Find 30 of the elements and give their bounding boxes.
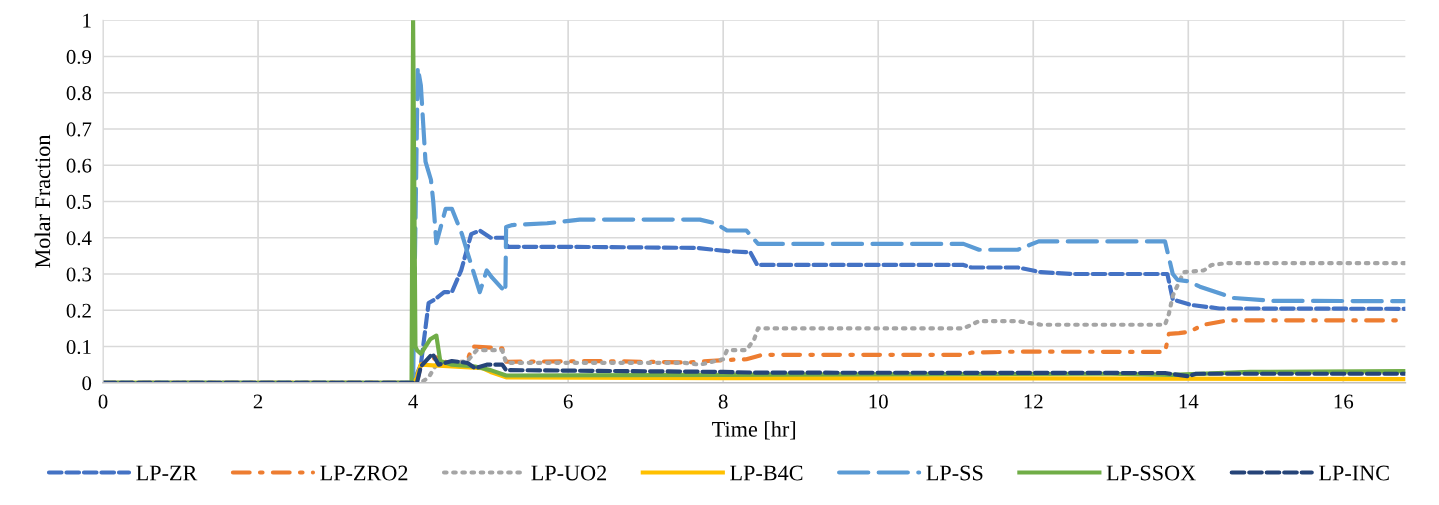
y-tick-label: 0.3 [66, 267, 92, 282]
y-tick-label: 0.7 [66, 122, 92, 137]
legend-label: LP-SS [926, 465, 983, 481]
y-tick-label: 1 [83, 13, 91, 28]
x-tick-label: 14 [1179, 394, 1199, 409]
x-tick-label: 12 [1024, 394, 1043, 409]
y-tick-label: 0.2 [66, 303, 91, 318]
legend-label: LP-B4C [730, 465, 803, 481]
y-tick-label: 0.1 [66, 339, 91, 355]
legend-label: LP-ZRO2 [320, 465, 408, 481]
y-tick-label: 0 [82, 376, 92, 391]
y-tick-label: 0.4 [66, 231, 92, 246]
legend-label: LP-UO2 [531, 465, 607, 481]
x-tick-label: 2 [253, 394, 263, 409]
y-axis-title: Molar Fraction [34, 134, 51, 268]
legend-label: LP-ZR [136, 465, 198, 481]
line-series [103, 351, 1406, 383]
x-tick-label: 0 [98, 394, 108, 409]
legend-label: LP-INC [1319, 465, 1389, 481]
y-tick-label: 0.6 [66, 158, 92, 173]
legend-label: LP-SSOX [1106, 465, 1196, 481]
x-tick-label: 4 [408, 394, 418, 409]
x-tick-label: 8 [718, 394, 728, 409]
x-tick-label: 6 [563, 394, 573, 409]
y-tick-label: 0.9 [66, 49, 92, 64]
y-tick-label: 0.8 [66, 86, 92, 101]
x-tick-label: 16 [1334, 394, 1354, 409]
y-tick-label: 0.5 [66, 194, 92, 210]
x-axis-title: Time [hr] [712, 421, 796, 440]
x-tick-label: 10 [869, 394, 888, 409]
